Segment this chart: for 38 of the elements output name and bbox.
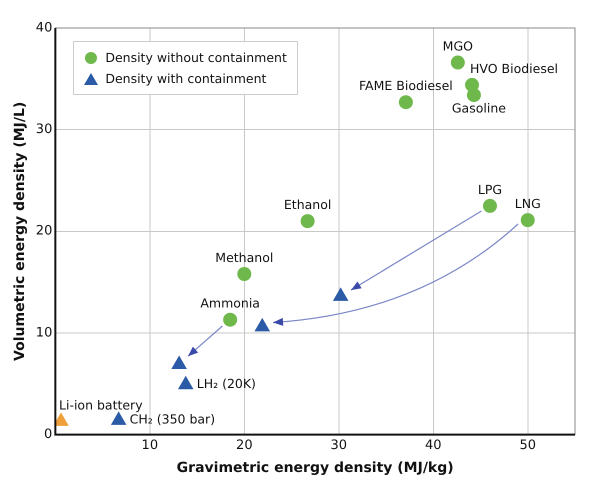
x-tick-label: 20 xyxy=(236,438,253,453)
point xyxy=(55,412,69,426)
y-tick-label: 20 xyxy=(36,224,52,239)
annotation: Ethanol xyxy=(284,197,332,212)
point xyxy=(450,56,465,70)
legend-label: Density without containment xyxy=(105,50,287,65)
point xyxy=(237,266,252,281)
annotation: Li-ion battery xyxy=(59,397,144,412)
annotation: CH₂ (350 bar) xyxy=(130,412,216,427)
x-tick-label: 40 xyxy=(425,438,442,453)
y-tick-label: 10 xyxy=(36,325,52,340)
point xyxy=(171,355,187,369)
annotation: LPG xyxy=(478,182,502,197)
point xyxy=(520,213,535,228)
annotation: Methanol xyxy=(215,250,274,265)
y-tick-label: 0 xyxy=(44,426,52,442)
point xyxy=(398,95,413,110)
point xyxy=(482,198,497,213)
x-tick-label: 30 xyxy=(330,438,348,453)
x-tick-label: 10 xyxy=(142,438,158,453)
legend-label: Density with containment xyxy=(105,71,266,86)
annotation: HVO Biodiesel xyxy=(470,60,558,76)
point xyxy=(332,287,348,301)
x-axis-title: Gravimetric energy density (MJ/kg) xyxy=(176,460,454,476)
y-axis-title: Volumetric energy density (MJ/L) xyxy=(12,102,28,361)
y-tick-label: 40 xyxy=(36,20,52,36)
y-tick-label: 30 xyxy=(36,122,52,138)
point xyxy=(300,214,315,228)
annotation: Gasoline xyxy=(452,100,506,116)
point xyxy=(466,88,481,102)
annotation: FAME Biodiesel xyxy=(359,78,453,94)
x-tick-label: 50 xyxy=(519,438,536,453)
point xyxy=(178,376,194,390)
annotation: Ammonia xyxy=(200,296,260,311)
annotation: MGO xyxy=(442,38,474,54)
annotation: LH₂ (20K) xyxy=(196,376,256,392)
annotation: LNG xyxy=(514,196,541,212)
point xyxy=(254,318,270,332)
